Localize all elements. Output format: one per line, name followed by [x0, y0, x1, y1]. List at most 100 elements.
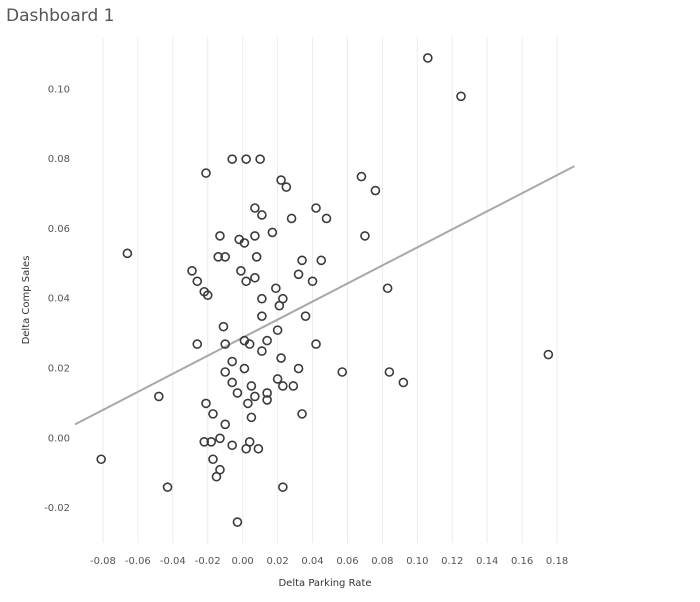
x-tick-label: 0.08: [371, 556, 393, 567]
data-point: [192, 339, 203, 349]
data-point: [227, 440, 237, 451]
data-point: [243, 398, 253, 409]
data-point: [274, 300, 285, 311]
x-tick-label: -0.06: [125, 556, 151, 567]
data-point: [213, 252, 224, 262]
data-point: [239, 238, 250, 248]
x-tick-label: 0.04: [301, 556, 323, 567]
data-point: [96, 454, 106, 465]
data-point: [271, 283, 281, 294]
data-point: [162, 482, 173, 492]
data-point: [293, 269, 304, 280]
data-point: [227, 377, 237, 388]
x-tick-label: 0.14: [476, 556, 498, 567]
data-point: [255, 154, 265, 164]
data-point: [227, 154, 237, 164]
data-point: [321, 213, 332, 224]
data-point: [208, 454, 218, 465]
data-point: [423, 53, 433, 63]
data-point: [311, 339, 321, 349]
data-point: [276, 353, 286, 363]
data-point: [232, 517, 243, 527]
data-point: [199, 436, 210, 447]
data-point: [262, 395, 272, 405]
data-point: [250, 391, 260, 402]
y-tick-label: 0.00: [48, 433, 70, 444]
data-point: [311, 203, 321, 213]
data-point: [211, 471, 222, 482]
data-point: [250, 231, 260, 241]
x-tick-label: -0.04: [160, 556, 186, 567]
data-point: [250, 203, 260, 213]
data-point: [307, 276, 318, 287]
data-point: [262, 388, 272, 398]
y-tick-label: 0.06: [48, 224, 70, 235]
x-tick-label: -0.02: [195, 556, 221, 567]
data-point: [251, 252, 262, 262]
data-point: [398, 377, 409, 388]
data-point: [208, 409, 218, 419]
data-point: [300, 311, 311, 321]
data-point: [241, 276, 251, 287]
trend-line: [74, 165, 575, 426]
data-point: [267, 227, 278, 238]
data-point: [246, 412, 257, 423]
data-point: [187, 266, 197, 276]
data-point: [262, 335, 272, 346]
data-point: [220, 339, 230, 349]
data-point: [297, 255, 307, 266]
x-tick-label: 0.00: [232, 556, 254, 567]
data-point: [272, 325, 283, 335]
data-point: [281, 182, 292, 192]
data-point: [276, 175, 286, 185]
data-point: [154, 391, 164, 402]
x-tick-label: 0.12: [441, 556, 463, 567]
data-point: [370, 185, 381, 196]
data-point: [220, 252, 230, 262]
data-point: [220, 367, 230, 377]
x-tick-label: 0.18: [546, 556, 568, 567]
data-point: [201, 398, 211, 409]
y-tick-label: 0.02: [48, 364, 70, 375]
data-point: [215, 433, 225, 444]
data-point: [257, 346, 267, 356]
data-point: [253, 443, 264, 454]
data-point: [384, 367, 395, 377]
data-point: [206, 436, 217, 447]
data-point: [202, 290, 213, 301]
data-point: [239, 363, 250, 374]
x-tick-label: 0.06: [336, 556, 358, 567]
data-point: [356, 171, 367, 182]
data-point: [257, 293, 267, 304]
y-tick-label: 0.08: [48, 154, 70, 165]
data-point: [241, 443, 251, 454]
data-point: [236, 266, 246, 276]
data-point: [218, 321, 229, 332]
data-point: [337, 367, 348, 377]
data-point: [278, 381, 288, 391]
y-tick-label: -0.02: [44, 503, 70, 514]
data-point: [456, 91, 466, 102]
data-point: [192, 276, 203, 287]
data-point: [257, 311, 267, 321]
dashboard-title: Dashboard 1: [6, 6, 114, 26]
data-point: [382, 283, 393, 294]
y-tick-label: 0.04: [48, 294, 70, 305]
x-tick-label: 0.02: [266, 556, 288, 567]
data-point: [360, 231, 370, 241]
x-axis-label: Delta Parking Rate: [278, 578, 371, 589]
y-axis-label: Delta Comp Sales: [21, 256, 32, 345]
data-point: [122, 248, 133, 259]
data-point: [215, 231, 225, 241]
data-point: [297, 409, 307, 419]
data-point: [543, 349, 554, 360]
data-point: [278, 482, 288, 492]
data-point: [286, 213, 297, 224]
data-point: [201, 168, 211, 178]
data-point: [272, 374, 283, 384]
data-point: [316, 255, 327, 266]
data-point: [293, 363, 304, 374]
data-point: [227, 356, 237, 367]
